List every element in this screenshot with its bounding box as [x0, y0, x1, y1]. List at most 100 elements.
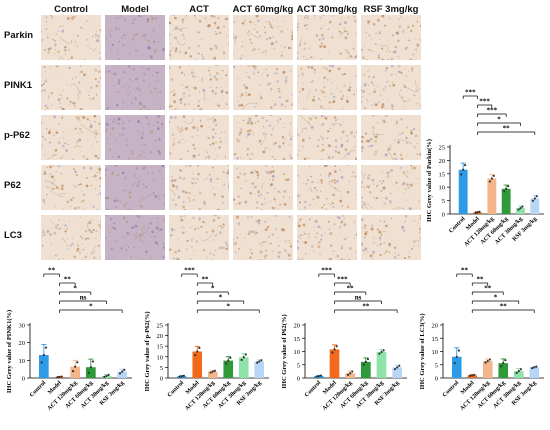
column-header: ACT 30mg/kg [296, 4, 358, 15]
significance-label: ** [202, 276, 210, 284]
data-point [453, 362, 456, 365]
significance-label: ** [347, 285, 355, 293]
row-label: P62 [4, 180, 21, 191]
data-point [89, 366, 92, 369]
significance-label: ns [355, 294, 362, 302]
row-label: LC3 [4, 230, 22, 241]
data-point [504, 359, 507, 362]
significance-label: ** [461, 267, 469, 275]
data-point [118, 372, 122, 375]
data-point [488, 358, 491, 361]
y-tick-label: 5 [435, 362, 438, 369]
data-point [500, 365, 503, 368]
row-label: PINK1 [4, 80, 32, 91]
data-point [60, 375, 63, 378]
data-point [319, 374, 323, 377]
data-point [460, 173, 463, 176]
y-tick-label: 5 [442, 198, 445, 205]
data-point [74, 365, 77, 368]
significance-label: * [494, 294, 498, 302]
y-tick-label: 25 [439, 145, 446, 152]
ihc-image-tile [360, 14, 422, 61]
y-axis-label: IHC Grey value of P62(%) [281, 314, 288, 388]
y-axis-label: IHC Grey value of p-P62(%) [144, 311, 151, 391]
data-point [464, 163, 467, 167]
data-point [517, 208, 520, 211]
y-tick-label: 15 [439, 171, 446, 178]
row-label: p-P62 [4, 130, 30, 141]
significance-label: ** [64, 276, 72, 284]
ihc-image-tile [104, 114, 166, 161]
data-point [531, 367, 534, 370]
y-tick-label: 15 [432, 336, 439, 343]
data-point [362, 363, 365, 366]
data-point [103, 375, 106, 378]
y-tick-label: 10 [294, 349, 301, 356]
data-point [393, 367, 397, 371]
data-point [505, 187, 508, 190]
ihc-image-tile [360, 114, 422, 161]
ihc-image-tile [104, 164, 166, 211]
bar [192, 351, 203, 378]
data-point [213, 369, 216, 372]
significance-label: ** [500, 303, 508, 311]
y-tick-label: 0 [297, 376, 300, 383]
data-point [462, 168, 465, 171]
significance-label: ** [484, 285, 492, 293]
data-point [87, 371, 90, 375]
ihc-image-tile [168, 214, 230, 261]
data-point [194, 353, 197, 357]
data-point [531, 199, 534, 202]
data-point [76, 361, 79, 364]
data-point [521, 205, 524, 208]
data-point [258, 360, 261, 363]
ihc-image-tile [40, 64, 102, 111]
data-point [244, 353, 247, 356]
chart-pink1: 0 10 20 30 IHC Grey value of PINK1(%) Control… [0, 266, 138, 430]
data-point [535, 365, 538, 368]
data-point [457, 349, 460, 352]
data-point [486, 359, 489, 363]
y-tick-label: 10 [157, 354, 164, 361]
data-point [333, 348, 336, 351]
significance-label: *** [479, 98, 490, 106]
bar [529, 367, 540, 378]
x-tick-label: Control [448, 216, 467, 235]
y-tick-label: 10 [432, 349, 439, 356]
ihc-image-tile [360, 64, 422, 111]
data-point [473, 373, 476, 376]
data-point [315, 375, 318, 378]
data-point [42, 353, 45, 357]
x-tick-label: Control [304, 380, 323, 399]
bar [458, 169, 468, 214]
bar [360, 361, 371, 378]
y-tick-label: 20 [157, 333, 164, 340]
ihc-image-tile [168, 114, 230, 161]
ihc-image-tile [360, 214, 422, 261]
data-point [492, 174, 495, 177]
column-header: RSF 3mg/kg [363, 4, 419, 15]
significance-label: *** [337, 276, 348, 284]
significance-label: *** [321, 267, 332, 275]
data-point [91, 360, 95, 363]
y-tick-label: 5 [297, 362, 300, 369]
bar [516, 208, 525, 214]
data-point [71, 370, 75, 373]
data-point [240, 358, 243, 361]
significance-label: ns [80, 294, 87, 302]
data-point [225, 362, 228, 365]
column-header: ACT 60mg/kg [232, 4, 294, 15]
data-point [346, 373, 350, 376]
y-tick-label: 30 [19, 323, 26, 330]
significance-label: *** [184, 267, 195, 275]
data-point [488, 180, 491, 183]
data-point [469, 374, 472, 378]
data-point [366, 357, 370, 361]
bar [117, 371, 128, 378]
bar [482, 361, 493, 378]
y-tick-label: 5 [160, 365, 163, 372]
ihc-image-tile [296, 114, 358, 161]
data-point [198, 346, 201, 350]
ihc-image-tile [40, 14, 102, 61]
